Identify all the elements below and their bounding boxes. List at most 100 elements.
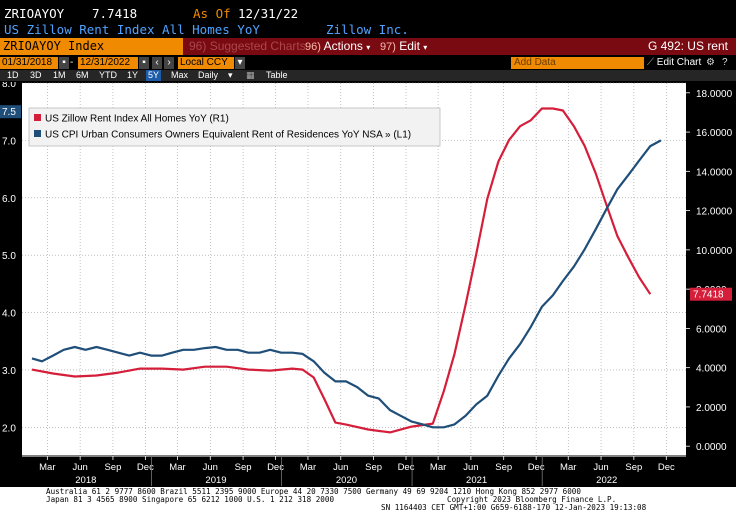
x-tick-label: Dec	[398, 462, 415, 473]
period-5y[interactable]: 5Y	[146, 70, 162, 81]
last-value-tag-left: 7.5	[0, 105, 21, 119]
left-tick-label: 4.0	[2, 309, 16, 320]
help-icon[interactable]: ?	[722, 57, 728, 68]
security-description: US Zillow Rent Index All Homes YoY Zillo…	[0, 22, 736, 38]
x-tick-label: Mar	[39, 462, 55, 473]
x-tick-label: Dec	[137, 462, 154, 473]
chevron-down-icon[interactable]: ▾	[228, 70, 233, 80]
cpi-oer-line	[31, 139, 662, 429]
legend-label-cpi: US CPI Urban Consumers Owners Equivalent…	[45, 130, 411, 141]
grid	[22, 82, 686, 456]
footer-copyright: Copyright 2023 Bloomberg Finance L.P.	[447, 495, 617, 504]
right-tick-label: 18.0000	[696, 89, 733, 100]
x-tick-label: Jun	[333, 462, 348, 473]
left-tick-label: 2.0	[2, 423, 16, 434]
x-tick-label: Sep	[495, 462, 512, 473]
period-bar: 1D 3D 1M 6M YTD 1Y 5Y Max Daily ▾ ▦ Tabl…	[0, 70, 736, 81]
line-chart-icon: ⟋	[647, 57, 654, 68]
chevron-left-icon[interactable]: ‹	[152, 57, 162, 69]
date-controls: 01/31/2018 ▪ - 12/31/2022 ▪ ‹ › Local CC…	[0, 57, 736, 69]
chevron-down-icon[interactable]: ▾	[235, 57, 245, 69]
x-year-label: 2018	[75, 475, 96, 486]
table-button[interactable]: Table	[266, 70, 288, 80]
series-lines	[31, 107, 662, 434]
period-1m[interactable]: 1M	[53, 70, 66, 80]
period-1d[interactable]: 1D	[7, 70, 19, 80]
x-year-label: 2021	[466, 475, 487, 486]
left-tick-label: 5.0	[2, 251, 16, 262]
suggested-num: 96)	[189, 39, 207, 53]
x-tick-label: Sep	[625, 462, 642, 473]
x-tick-label: Dec	[658, 462, 675, 473]
actions-num: 96)	[305, 41, 321, 53]
left-tick-label: 6.0	[2, 194, 16, 205]
footer-line-1: Australia 61 2 9777 8600 Brazil 5511 239…	[46, 487, 581, 496]
edit-chart-label: Edit Chart	[656, 57, 702, 68]
period-1y[interactable]: 1Y	[127, 70, 139, 80]
edit-label: Edit	[399, 39, 420, 53]
period-3d[interactable]: 3D	[30, 70, 42, 80]
x-tick-label: Jun	[593, 462, 608, 473]
x-tick-label: Mar	[560, 462, 576, 473]
right-tick-label: 6.0000	[696, 324, 727, 335]
right-tick-label: 12.0000	[696, 207, 733, 218]
x-axis: Mar Jun Sep Dec 2018 Mar Jun Sep Dec 2019 Mar Jun Se…	[39, 456, 675, 486]
last-value: 7.7418	[92, 6, 138, 21]
left-tag-value: 7.5	[2, 107, 16, 118]
period-6m[interactable]: 6M	[76, 70, 89, 80]
frequency-select[interactable]: Daily	[198, 70, 219, 80]
chevron-down-icon: ▾	[423, 43, 428, 52]
period-max[interactable]: Max	[171, 70, 189, 80]
calendar-icon[interactable]: ▪	[59, 57, 69, 69]
calendar-icon[interactable]: ▪	[139, 57, 149, 69]
edit-button[interactable]: 97) Edit ▾	[380, 38, 427, 55]
start-date-input[interactable]: 01/31/2018	[0, 57, 58, 69]
ticker: ZRIOAYOY	[4, 6, 65, 21]
x-year-label: 2019	[205, 475, 226, 486]
right-tick-label: 2.0000	[696, 403, 727, 414]
right-tick-label: 4.0000	[696, 364, 727, 375]
left-tick-label: 3.0	[2, 366, 16, 377]
x-tick-label: Sep	[365, 462, 382, 473]
period-ytd[interactable]: YTD	[99, 70, 117, 80]
x-tick-label: Jun	[72, 462, 87, 473]
x-tick-label: Dec	[267, 462, 284, 473]
security-field[interactable]: ZRIOAYOY Index	[0, 38, 183, 55]
source-name: Zillow Inc.	[326, 22, 409, 37]
date-separator: -	[70, 57, 74, 68]
legend-label-zillow: US Zillow Rent Index All Homes YoY (R1)	[45, 114, 229, 125]
right-tag-value: 7.7418	[693, 290, 724, 301]
table-icon: ▦	[246, 70, 255, 80]
left-tick-label: 7.0	[2, 136, 16, 147]
end-date-input[interactable]: 12/31/2022	[78, 57, 138, 69]
gear-icon[interactable]: ⚙	[706, 57, 715, 68]
left-tag-background	[0, 105, 21, 119]
as-of-date: 12/31/22	[238, 6, 299, 21]
x-year-label: 2020	[336, 475, 357, 486]
edit-chart-button[interactable]: ⟋ Edit Chart	[647, 57, 701, 69]
x-year-label: 2022	[596, 475, 617, 486]
x-tick-label: Dec	[528, 462, 545, 473]
chevron-right-icon[interactable]: ›	[164, 57, 174, 69]
right-tick-label: 0.0000	[696, 442, 727, 453]
graph-title: G 492: US rent	[647, 39, 728, 53]
suggested-label: Suggested Charts	[209, 39, 306, 53]
add-data-input[interactable]: Add Data	[511, 57, 644, 69]
actions-button[interactable]: 96) Actions ▾	[305, 38, 370, 55]
left-tick-label: 8.0	[2, 82, 16, 90]
right-tick-label: 14.0000	[696, 167, 733, 178]
footer-line-2-left: Japan 81 3 4565 8900 Singapore 65 6212 1…	[46, 495, 335, 504]
currency-select[interactable]: Local CCY	[178, 57, 234, 69]
command-bar: ZRIOAYOY Index 96) Suggested Charts 96) …	[0, 38, 736, 55]
x-tick-label: Jun	[463, 462, 478, 473]
legend[interactable]: US Zillow Rent Index All Homes YoY (R1) …	[28, 107, 441, 147]
as-of-label: As Of	[193, 6, 231, 21]
security-header: ZRIOAYOY 7.7418 As Of 12/31/22	[0, 6, 736, 22]
x-tick-label: Mar	[430, 462, 446, 473]
line-chart: 2.0 3.0 4.0 5.0 6.0 7.0 8.0 0.0000 2.0000 4.0000…	[0, 82, 733, 486]
suggested-charts-button[interactable]: 96) Suggested Charts	[189, 38, 306, 55]
x-tick-label: Sep	[104, 462, 121, 473]
right-tick-label: 16.0000	[696, 128, 733, 139]
edit-num: 97)	[380, 41, 396, 53]
actions-label: Actions	[323, 39, 363, 53]
